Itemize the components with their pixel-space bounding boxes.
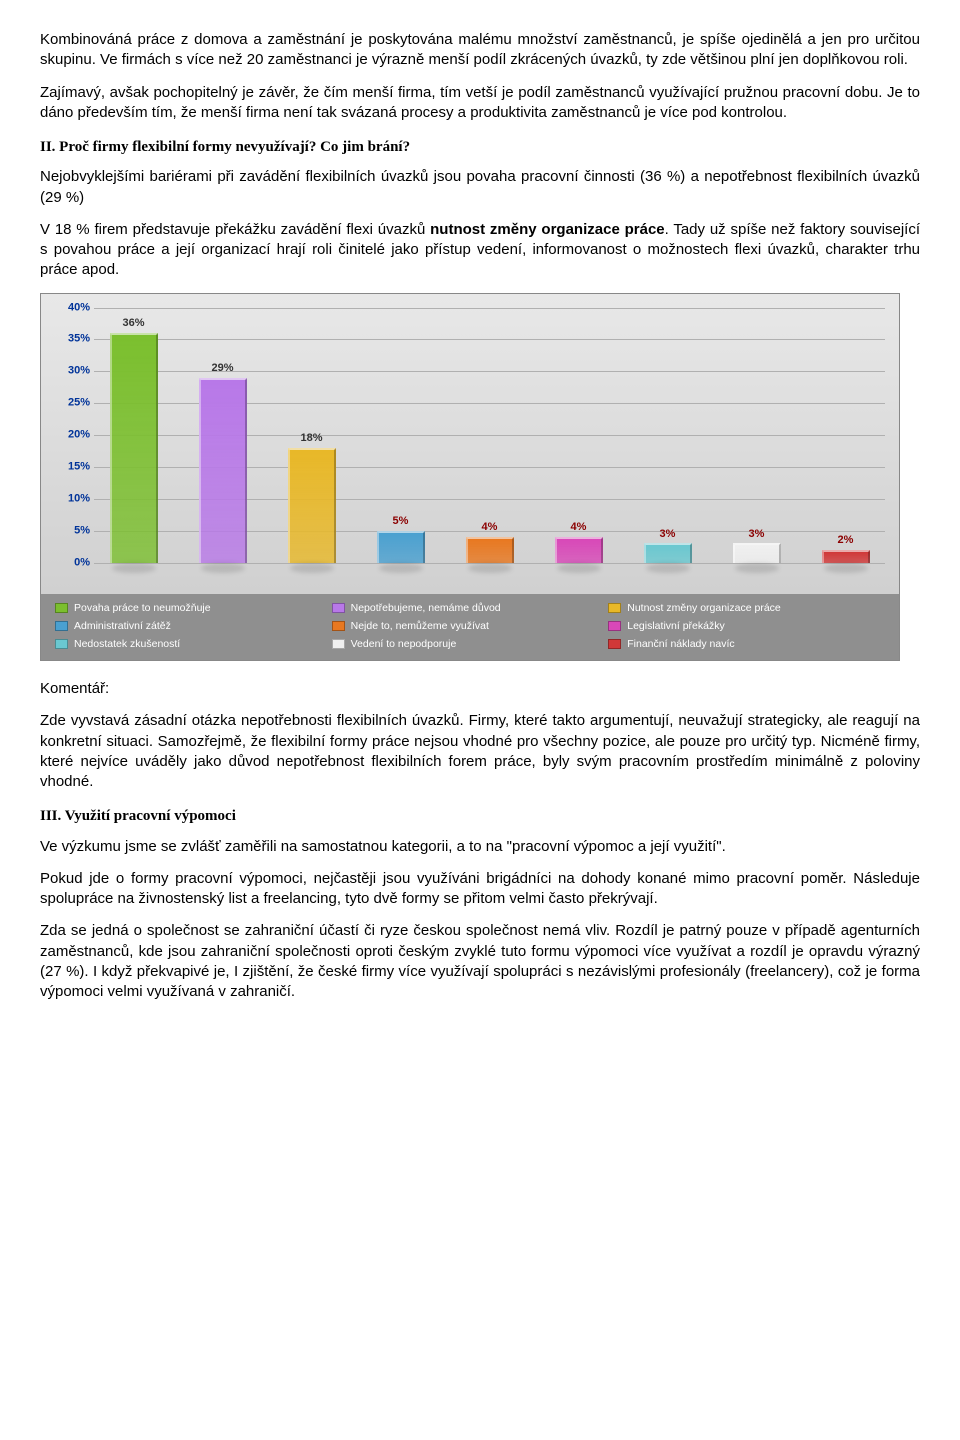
chart-bar-value-label: 18% bbox=[300, 431, 322, 446]
legend-swatch bbox=[332, 621, 345, 631]
text: V 18 % firem představuje překážku zavádě… bbox=[40, 221, 430, 238]
chart-ytick: 20% bbox=[50, 428, 90, 443]
chart-legend-item: Nutnost změny organizace práce bbox=[608, 600, 885, 616]
chart-legend-item: Nejde to, nemůžeme využívat bbox=[332, 618, 609, 634]
legend-label: Nutnost změny organizace práce bbox=[627, 601, 781, 615]
paragraph: V 18 % firem představuje překážku zavádě… bbox=[40, 220, 920, 281]
legend-label: Nedostatek zkušeností bbox=[74, 637, 180, 651]
chart-bar bbox=[733, 543, 781, 562]
bold-text: nutnost změny organizace práce bbox=[430, 221, 664, 238]
chart-bar-slot: 18% bbox=[282, 308, 341, 563]
paragraph: Ve výzkumu jsme se zvlášť zaměřili na sa… bbox=[40, 837, 920, 857]
chart-ytick: 15% bbox=[50, 459, 90, 474]
legend-swatch bbox=[608, 603, 621, 613]
chart-bar-slot: 3% bbox=[727, 308, 786, 563]
chart-bar-value-label: 5% bbox=[393, 514, 409, 529]
legend-label: Finanční náklady navíc bbox=[627, 637, 734, 651]
chart-ytick: 40% bbox=[50, 300, 90, 315]
chart-bar-value-label: 3% bbox=[749, 527, 765, 542]
chart-bar bbox=[110, 333, 158, 563]
chart-ytick: 25% bbox=[50, 396, 90, 411]
chart-legend: Povaha práce to neumožňuje Nepotřebujeme,… bbox=[41, 594, 899, 661]
chart-bar-slot: 2% bbox=[816, 308, 875, 563]
chart-bar-slot: 36% bbox=[104, 308, 163, 563]
legend-swatch bbox=[55, 639, 68, 649]
chart-bar bbox=[466, 537, 514, 563]
chart-bar-slot: 4% bbox=[460, 308, 519, 563]
legend-label: Nejde to, nemůžeme využívat bbox=[351, 619, 489, 633]
chart-ytick: 5% bbox=[50, 523, 90, 538]
paragraph: Kombinováná práce z domova a zaměstnání … bbox=[40, 30, 920, 71]
chart-ytick: 0% bbox=[50, 555, 90, 570]
chart-bar bbox=[377, 531, 425, 563]
paragraph: Zde vyvstavá zásadní otázka nepotřebnost… bbox=[40, 711, 920, 792]
legend-swatch bbox=[608, 639, 621, 649]
legend-swatch bbox=[332, 639, 345, 649]
legend-label: Povaha práce to neumožňuje bbox=[74, 601, 211, 615]
comment-label: Komentář: bbox=[40, 679, 920, 699]
chart-legend-item: Povaha práce to neumožňuje bbox=[55, 600, 332, 616]
chart-bar bbox=[644, 543, 692, 562]
chart-bar-value-label: 3% bbox=[660, 527, 676, 542]
chart-ytick: 30% bbox=[50, 364, 90, 379]
chart-bar bbox=[555, 537, 603, 563]
chart-legend-item: Vedení to nepodporuje bbox=[332, 636, 609, 652]
legend-swatch bbox=[332, 603, 345, 613]
chart-legend-item: Finanční náklady navíc bbox=[608, 636, 885, 652]
chart-ytick: 10% bbox=[50, 491, 90, 506]
chart-bar-value-label: 4% bbox=[571, 520, 587, 535]
legend-label: Nepotřebujeme, nemáme důvod bbox=[351, 601, 501, 615]
chart-bars: 36% 29% 18% 5% 4% 4% 3% 3% 2% bbox=[94, 308, 885, 563]
chart-bar bbox=[822, 550, 870, 563]
chart-bar-slot: 4% bbox=[549, 308, 608, 563]
chart-ytick: 35% bbox=[50, 332, 90, 347]
section-heading-2: II. Proč firmy flexibilní formy nevyužív… bbox=[40, 137, 920, 157]
chart-legend-item: Nedostatek zkušeností bbox=[55, 636, 332, 652]
chart-plot-area: 0% 5% 10% 15% 20% 25% 30% 35% 40% 36% 29% 18% 5% 4% 4%… bbox=[41, 294, 899, 594]
bar-chart: 0% 5% 10% 15% 20% 25% 30% 35% 40% 36% 29% 18% 5% 4% 4%… bbox=[40, 293, 900, 662]
chart-bar-slot: 3% bbox=[638, 308, 697, 563]
legend-swatch bbox=[55, 621, 68, 631]
chart-legend-item: Administrativní zátěž bbox=[55, 618, 332, 634]
legend-label: Vedení to nepodporuje bbox=[351, 637, 457, 651]
chart-legend-item: Nepotřebujeme, nemáme důvod bbox=[332, 600, 609, 616]
legend-swatch bbox=[55, 603, 68, 613]
legend-swatch bbox=[608, 621, 621, 631]
chart-bar-value-label: 29% bbox=[211, 361, 233, 376]
chart-legend-item: Legislativní překážky bbox=[608, 618, 885, 634]
paragraph: Zajímavý, avšak pochopitelný je závěr, ž… bbox=[40, 83, 920, 124]
chart-bar-value-label: 36% bbox=[122, 316, 144, 331]
paragraph: Zda se jedná o společnost se zahraniční … bbox=[40, 921, 920, 1002]
chart-bar bbox=[199, 378, 247, 563]
chart-bar-value-label: 2% bbox=[838, 533, 854, 548]
chart-bar bbox=[288, 448, 336, 563]
paragraph: Pokud jde o formy pracovní výpomoci, nej… bbox=[40, 869, 920, 910]
paragraph: Nejobvyklejšími bariérami při zavádění f… bbox=[40, 167, 920, 208]
chart-bar-slot: 5% bbox=[371, 308, 430, 563]
legend-label: Administrativní zátěž bbox=[74, 619, 171, 633]
section-heading-3: III. Využití pracovní výpomoci bbox=[40, 806, 920, 826]
legend-label: Legislativní překážky bbox=[627, 619, 724, 633]
chart-bar-slot: 29% bbox=[193, 308, 252, 563]
chart-bar-value-label: 4% bbox=[482, 520, 498, 535]
